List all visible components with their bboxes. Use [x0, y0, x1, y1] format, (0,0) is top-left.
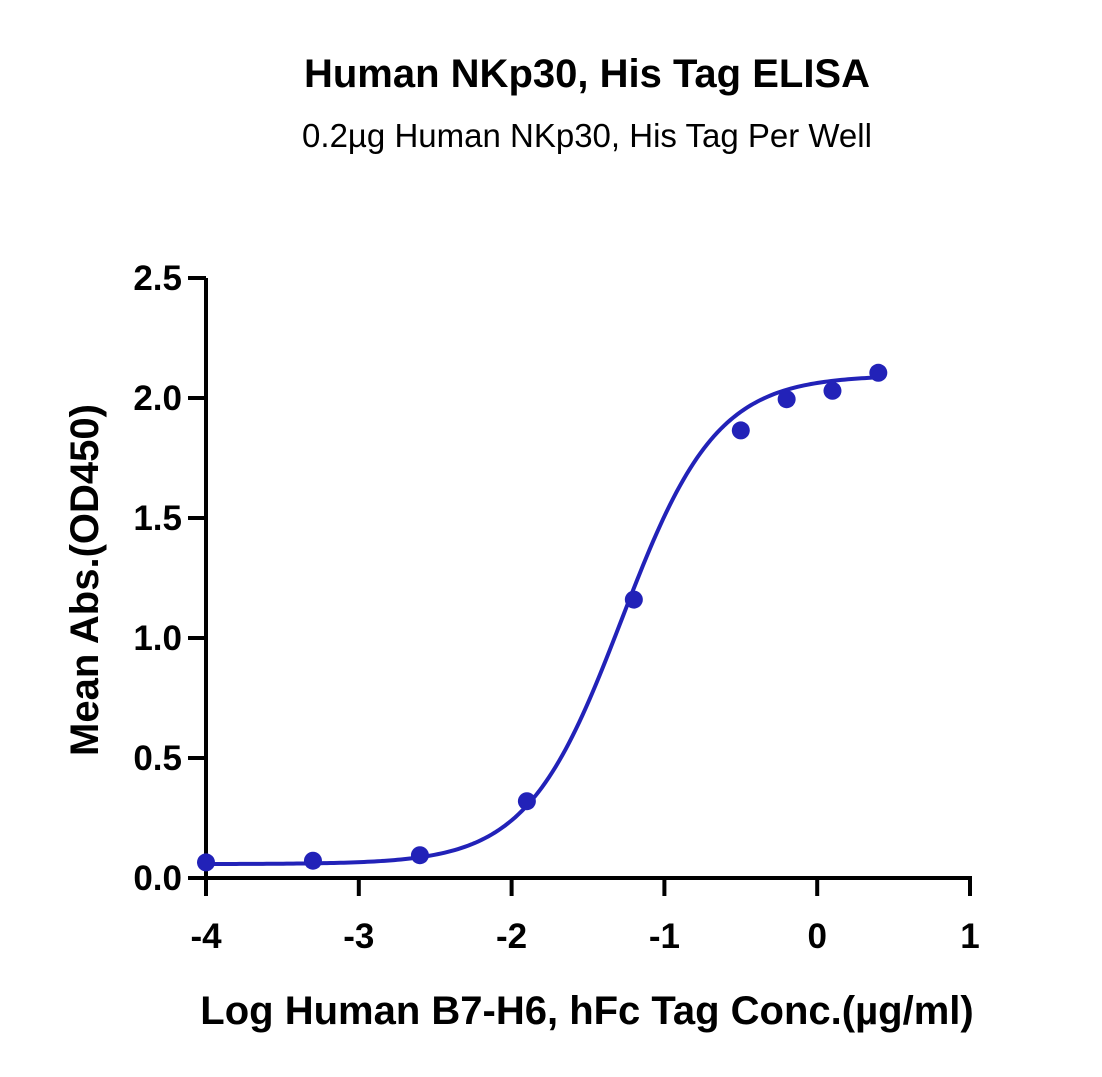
- y-tick-label: 0.5: [133, 739, 182, 778]
- x-axis-label: Log Human B7-H6, hFc Tag Conc.(µg/ml): [200, 989, 973, 1033]
- data-point: [303, 851, 322, 870]
- axes: 0.0 0.5 1.0 1.5 2.0 2.5 -4 -3 -2 -1 0 1: [133, 259, 979, 956]
- fit-curve-group: [206, 375, 879, 866]
- data-point: [869, 363, 888, 382]
- y-tick-label: 0.0: [133, 859, 182, 898]
- data-points: [197, 363, 888, 872]
- chart-subtitle: 0.2µg Human NKp30, His Tag Per Well: [302, 117, 872, 154]
- data-point: [731, 421, 750, 440]
- x-tick-label: 1: [960, 917, 979, 956]
- data-point: [823, 381, 842, 400]
- data-point: [624, 590, 643, 609]
- data-point: [517, 792, 536, 811]
- y-axis-label: Mean Abs.(OD450): [63, 404, 107, 756]
- y-tick-label: 2.0: [133, 379, 182, 418]
- fit-curve: [206, 375, 879, 866]
- y-tick-label: 2.5: [133, 259, 182, 298]
- x-tick-label: -1: [649, 917, 680, 956]
- x-tick-label: -4: [190, 917, 222, 956]
- chart-title: Human NKp30, His Tag ELISA: [303, 52, 870, 96]
- y-tick-label: 1.5: [133, 499, 182, 538]
- x-tick-label: 0: [807, 917, 826, 956]
- data-point: [410, 846, 429, 865]
- data-point: [197, 853, 215, 872]
- x-tick-label: -2: [496, 917, 527, 956]
- y-tick-label: 1.0: [133, 619, 182, 658]
- data-point: [777, 390, 796, 409]
- x-tick-label: -3: [343, 917, 374, 956]
